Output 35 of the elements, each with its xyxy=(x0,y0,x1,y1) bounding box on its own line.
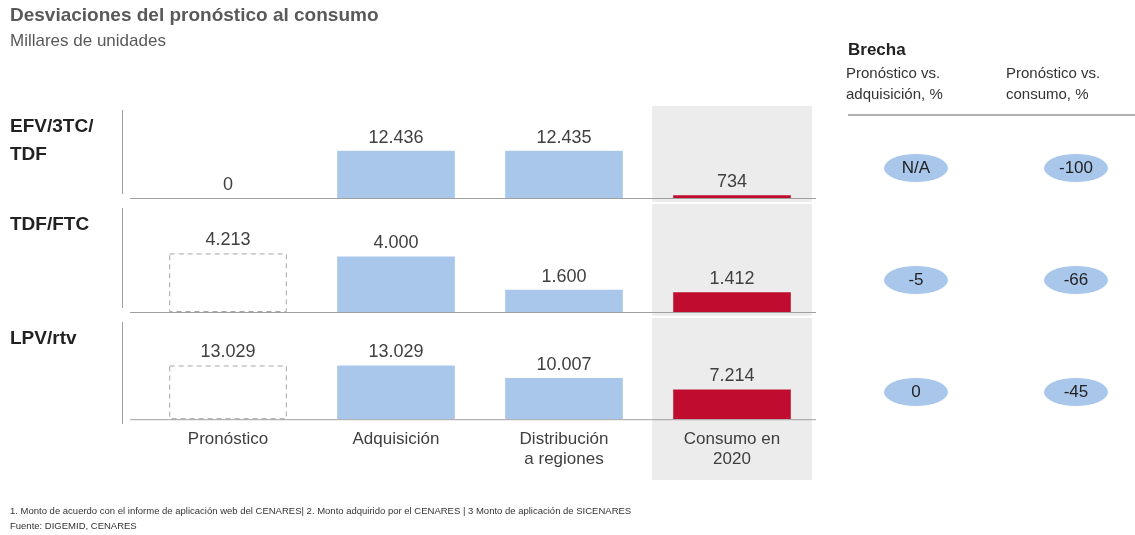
data-label: 1.600 xyxy=(541,265,587,286)
data-label: 734 xyxy=(716,171,748,192)
bar xyxy=(673,292,791,312)
data-label: 0 xyxy=(222,173,234,194)
x-tick-label: Pronóstico xyxy=(187,429,269,449)
data-label: 13.029 xyxy=(200,341,256,362)
y-axis-title: TDF/FTC xyxy=(10,212,91,236)
text: EFV/3TC/TDF xyxy=(10,115,94,164)
data-label: 4.000 xyxy=(373,232,419,253)
chart-title: Desviaciones del pronóstico al consumo xyxy=(10,4,379,26)
text: 0 xyxy=(911,382,921,401)
bar xyxy=(505,289,623,312)
text: -100 xyxy=(1058,158,1094,177)
data-label: 7.214 xyxy=(709,365,755,386)
x-tick-label: Distribución a regiones xyxy=(519,429,609,469)
data-label: 12.436 xyxy=(368,126,424,147)
x-tick-label: Adquisición xyxy=(352,429,440,449)
category-label: Pronóstico vs. adquisición, % xyxy=(846,63,944,104)
data-label: 4.213 xyxy=(205,229,251,250)
text: -45 xyxy=(1063,382,1089,401)
text: -5 xyxy=(908,270,924,289)
bar xyxy=(337,256,455,312)
y-axis-title: LPV/rtv xyxy=(10,326,78,350)
data-label: 1.412 xyxy=(709,268,755,289)
source-note: Fuente: DIGEMID, CENARES xyxy=(10,519,138,533)
text: Brecha xyxy=(848,40,906,60)
data-label: 10.007 xyxy=(536,353,592,374)
text: -66 xyxy=(1063,270,1089,289)
data-label: 13.029 xyxy=(368,341,424,362)
x-tick-label: Consumo en 2020 xyxy=(683,429,781,469)
category-label: Pronóstico vs. consumo, % xyxy=(1006,63,1102,104)
data-label: 12.435 xyxy=(536,126,592,147)
text: N/A xyxy=(901,158,931,177)
chart-subtitle: Millares de unidades xyxy=(10,31,166,51)
text: 1. Monto de acuerdo con el informe de aplicación web del CENARES| 2. Monto adquirido por el CENARES | 3 Monto de aplicación de SICENARES xyxy=(10,504,632,518)
